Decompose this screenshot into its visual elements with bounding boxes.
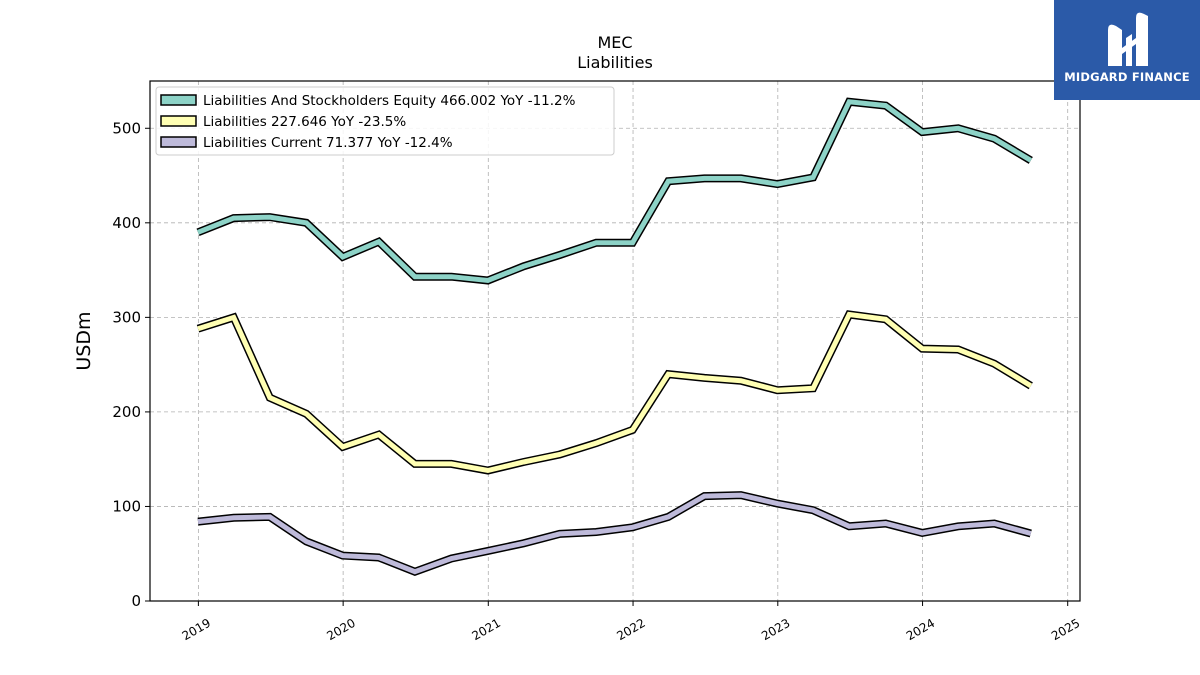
- legend-box: [155, 86, 615, 156]
- y-axis-label: USDm: [73, 311, 95, 370]
- legend-label: Liabilities Current 71.377 YoY -12.4%: [203, 135, 453, 151]
- series-line-2: [197, 492, 1032, 575]
- y-tick-label: 500: [112, 119, 141, 137]
- x-tick-label: 2024: [904, 616, 937, 643]
- x-tick-label: 2022: [614, 616, 647, 643]
- legend-swatch: [160, 115, 197, 127]
- x-tick-label: 2023: [759, 616, 792, 643]
- series-line-1: [197, 311, 1033, 474]
- chart-subtitle: Liabilities: [577, 53, 653, 72]
- midgard-logo-icon: [1108, 12, 1148, 67]
- chart-title: MEC: [597, 33, 632, 52]
- x-tick-label: 2025: [1049, 616, 1082, 643]
- y-tick-label: 100: [112, 497, 141, 515]
- y-tick-label: 200: [112, 403, 141, 421]
- plot-frame: [149, 80, 1081, 602]
- x-axis: 2019 2020 2021 2022 2023 2024 2025: [180, 601, 1082, 643]
- y-tick-label: 0: [131, 592, 141, 610]
- grid: [150, 81, 1080, 601]
- x-tick-label: 2020: [324, 616, 357, 643]
- legend: Liabilities And Stockholders Equity 466.…: [155, 86, 615, 156]
- y-tick-label: 400: [112, 214, 141, 232]
- series-line-0: [197, 99, 1033, 284]
- x-tick-label: 2021: [470, 616, 503, 643]
- legend-swatch: [160, 136, 197, 148]
- brand-logo: MIDGARD FINANCE: [1054, 0, 1200, 100]
- x-tick-label: 2019: [180, 616, 213, 643]
- y-axis: 0 100 200 300 400 500: [112, 119, 150, 610]
- brand-name: MIDGARD FINANCE: [1064, 70, 1190, 84]
- series-lines: [196, 97, 1033, 576]
- legend-swatch: [160, 94, 197, 106]
- legend-label: Liabilities 227.646 YoY -23.5%: [203, 114, 406, 130]
- legend-label: Liabilities And Stockholders Equity 466.…: [203, 93, 576, 109]
- y-tick-label: 300: [112, 308, 141, 326]
